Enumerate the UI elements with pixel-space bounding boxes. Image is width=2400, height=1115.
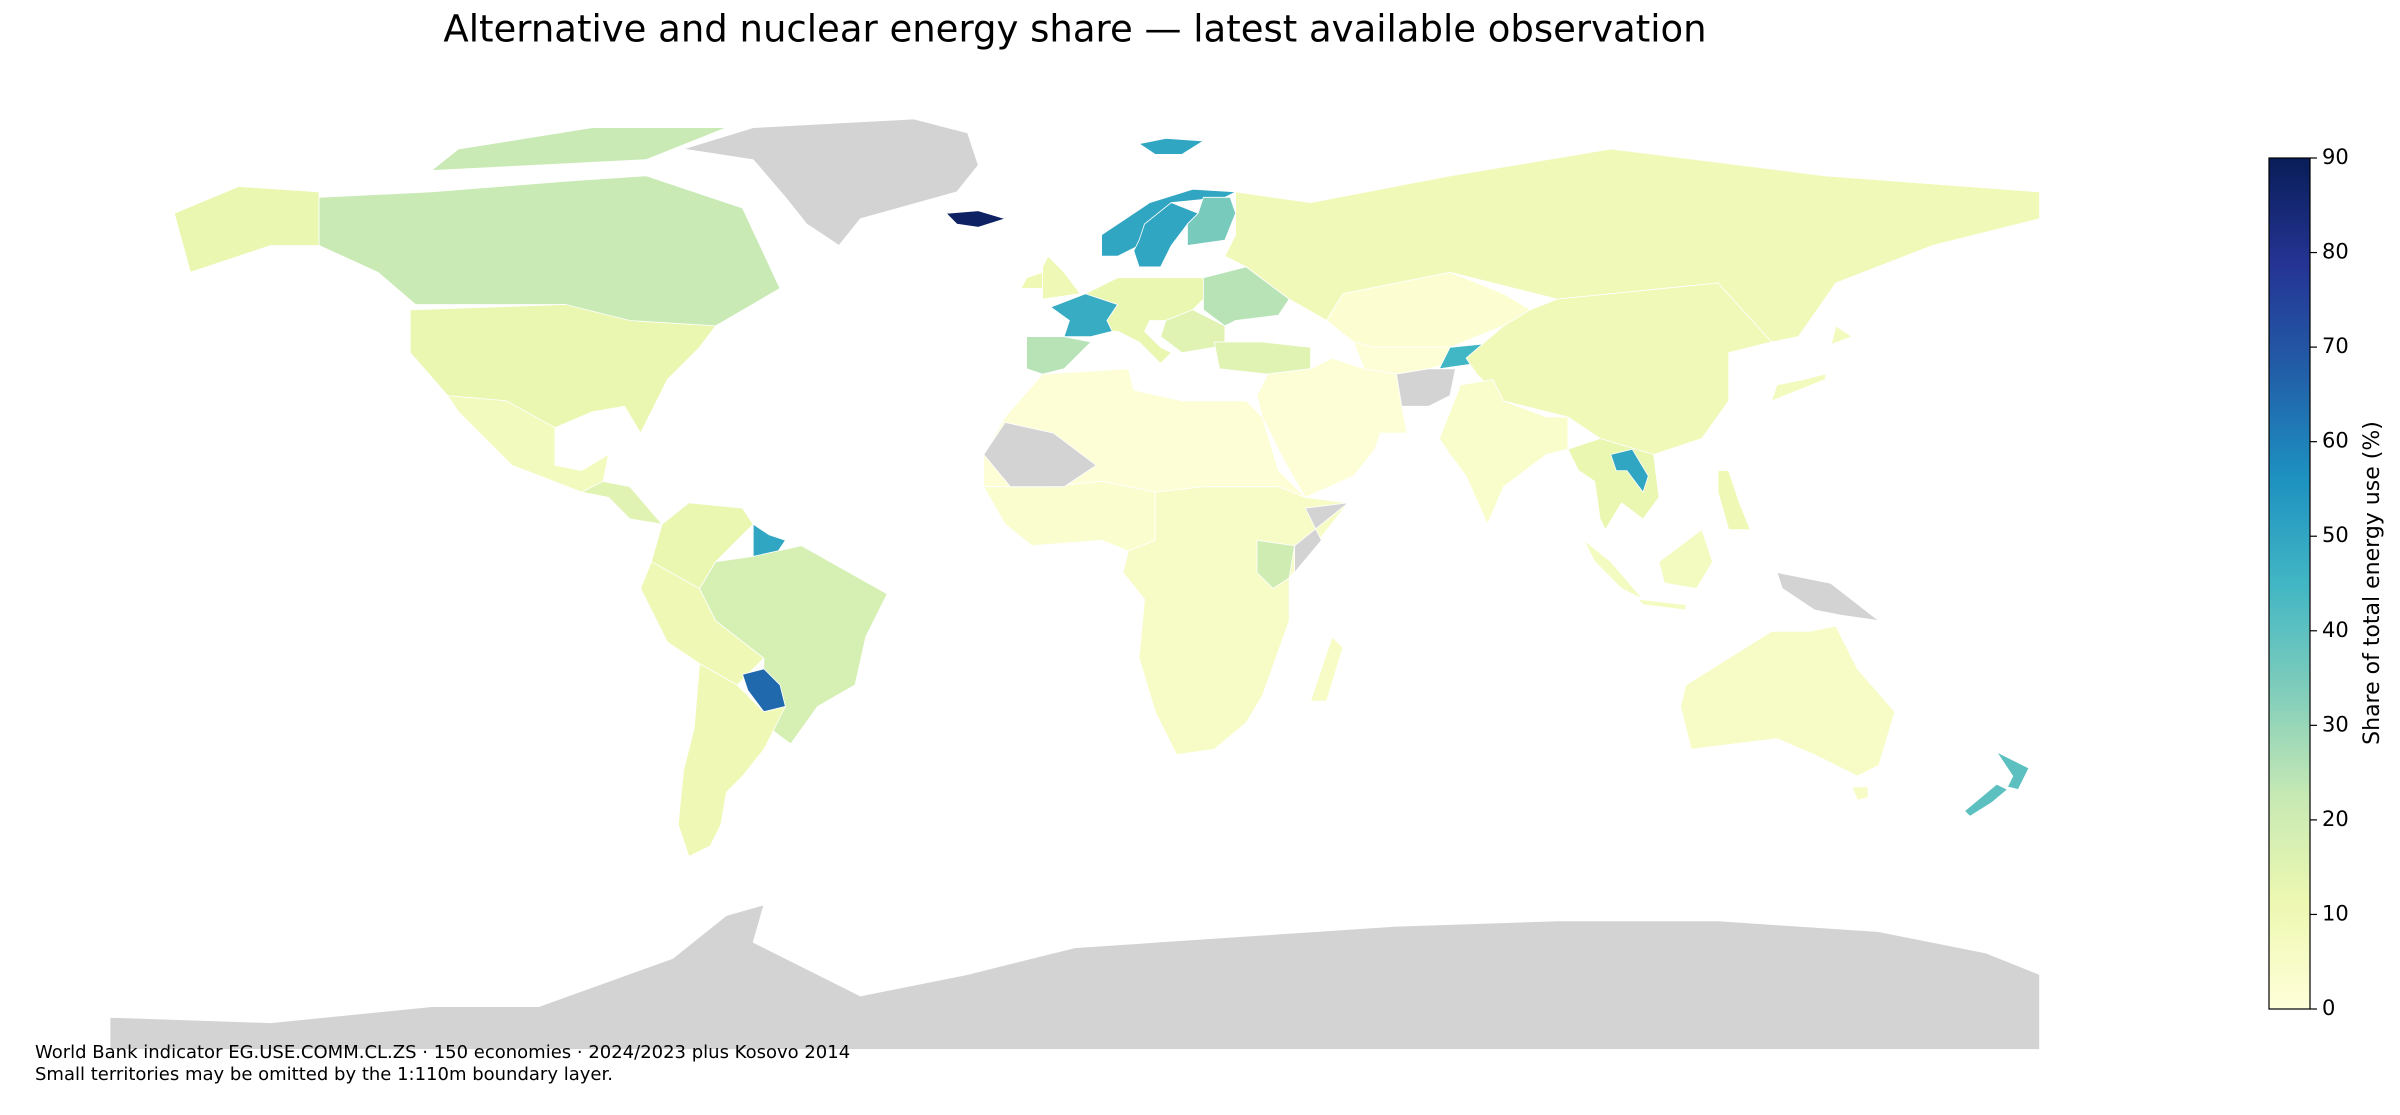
colorbar-tick-label: 70 — [2322, 334, 2349, 358]
no-data-region — [1776, 571, 1881, 622]
country — [580, 480, 664, 525]
colorbar-tick-label: 20 — [2322, 807, 2349, 831]
country — [1020, 271, 1043, 289]
land-layer — [109, 118, 2040, 1050]
country — [983, 480, 1156, 552]
colorbar-tick-label: 90 — [2322, 145, 2349, 169]
colorbar-tick-label: 60 — [2322, 429, 2349, 453]
country — [430, 127, 727, 171]
country — [1084, 277, 1204, 364]
country — [1310, 636, 1344, 702]
colorbar-tick-label: 0 — [2322, 996, 2335, 1020]
country — [677, 662, 787, 858]
country — [1610, 448, 1649, 493]
chart-title: Alternative and nuclear energy share — l… — [443, 8, 1706, 51]
country — [752, 523, 787, 557]
country — [1256, 357, 1408, 498]
country — [409, 304, 717, 434]
country — [1583, 539, 1644, 600]
colorbar — [2268, 157, 2311, 1010]
country — [173, 186, 320, 273]
country — [1465, 282, 1773, 455]
country — [1133, 202, 1199, 268]
country — [1026, 336, 1092, 375]
country — [1042, 255, 1081, 300]
country — [1717, 470, 1751, 530]
colorbar-tick-label: 80 — [2322, 240, 2349, 264]
country — [446, 395, 610, 493]
country — [1187, 196, 1237, 246]
colorbar-tick-label: 30 — [2322, 712, 2349, 736]
country — [1256, 539, 1296, 590]
footnote: Small territories may be omitted by the … — [35, 1064, 613, 1085]
country — [1680, 625, 1896, 777]
no-data-region — [683, 118, 979, 247]
country — [945, 210, 1007, 228]
country — [1213, 341, 1311, 375]
country — [1636, 598, 1687, 611]
country — [1964, 783, 2009, 817]
colorbar-label: Share of total energy use (%) — [2360, 421, 2385, 745]
country — [699, 545, 888, 745]
colorbar-tick-label: 10 — [2322, 901, 2349, 925]
country — [1770, 325, 1853, 402]
country — [1995, 750, 2030, 790]
colorbar-tick-label: 40 — [2322, 618, 2349, 642]
country — [1658, 528, 1714, 589]
no-data-region — [109, 904, 2040, 1050]
colorbar-tick-label: 50 — [2322, 523, 2349, 547]
no-data-region — [1294, 502, 1350, 574]
country — [1138, 137, 1205, 155]
no-data-region — [983, 421, 1097, 488]
footnote: World Bank indicator EG.USE.COMM.CL.ZS ·… — [35, 1042, 850, 1063]
no-data-region — [1395, 368, 1456, 407]
country — [1851, 786, 1869, 801]
